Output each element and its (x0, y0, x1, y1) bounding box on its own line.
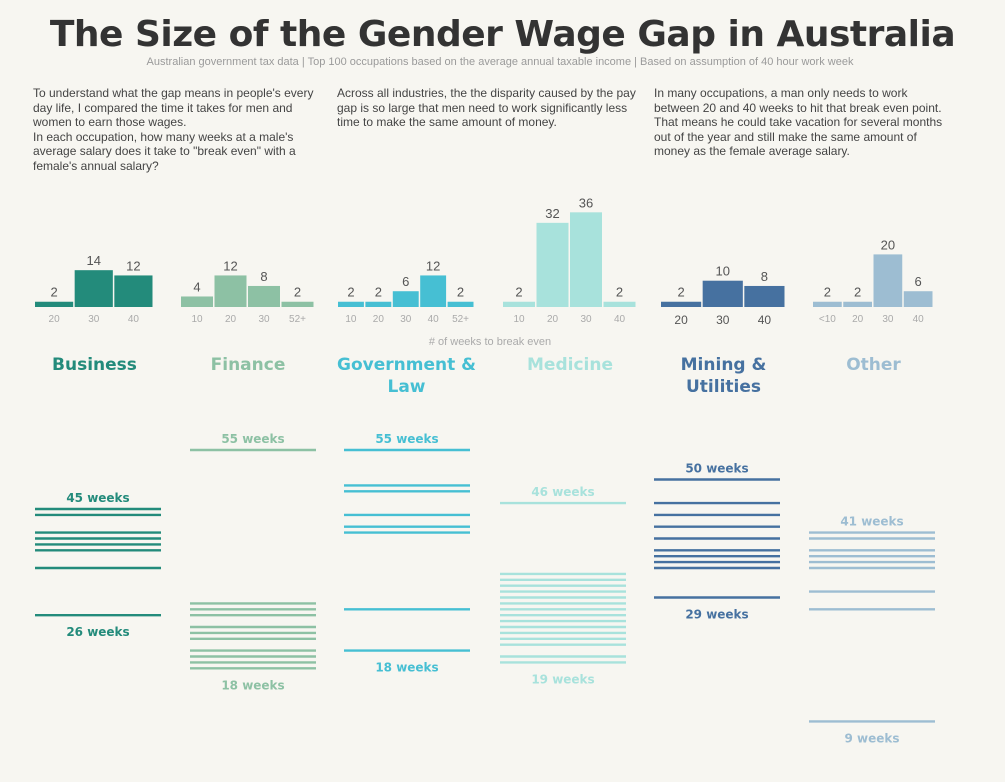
group-label: Government & (337, 355, 476, 375)
bar-value-label: 2 (375, 285, 382, 300)
bar-business-30 (74, 270, 113, 307)
x-tick-label: 30 (580, 314, 592, 325)
bar-mining-and-utilities-40 (744, 285, 785, 307)
x-tick-label: 20 (49, 314, 61, 325)
x-tick-label: 20 (547, 314, 559, 325)
group-label: Other (846, 355, 901, 375)
max-weeks-label: 41 weeks (840, 515, 903, 529)
bar-medicine-30 (570, 212, 602, 307)
bar-finance-30 (248, 285, 280, 307)
bar-value-label: 2 (294, 285, 301, 300)
bar-value-label: 2 (347, 285, 354, 300)
max-weeks-label: 46 weeks (531, 485, 594, 499)
max-weeks-label: 55 weeks (375, 432, 438, 446)
bar-value-label: 36 (579, 195, 593, 210)
bar-mining-and-utilities-30 (702, 280, 743, 307)
bar-other-20 (843, 301, 872, 307)
bar-value-label: 12 (426, 258, 440, 273)
bar-value-label: 12 (223, 258, 237, 273)
x-tick-label: 40 (128, 314, 140, 325)
x-tick-label: 10 (191, 314, 203, 325)
group-label: Medicine (527, 355, 613, 375)
bar-government-and-law-30 (392, 291, 419, 307)
x-tick-label: 20 (225, 314, 237, 325)
x-tick-label: 30 (88, 314, 100, 325)
bar-mining-and-utilities-20 (661, 301, 702, 307)
x-tick-label: 30 (400, 314, 412, 325)
bar-business-40 (114, 275, 153, 307)
bar-finance-20 (214, 275, 247, 307)
min-weeks-label: 26 weeks (66, 625, 129, 639)
group-label: Utilities (686, 377, 761, 397)
bar-value-label: 2 (854, 285, 861, 300)
bar-government-and-law-40 (420, 275, 447, 307)
chart-title: The Size of the Gender Wage Gap in Austr… (49, 14, 956, 55)
bar-value-label: 32 (545, 206, 559, 221)
bar-other-30 (873, 254, 903, 307)
x-tick-label: 20 (373, 314, 385, 325)
min-weeks-label: 19 weeks (531, 672, 594, 686)
bar-value-label: 8 (260, 269, 267, 284)
bar-value-label: 2 (824, 285, 831, 300)
bar-medicine-10 (503, 301, 535, 307)
x-tick-label: 40 (614, 314, 626, 325)
x-tick-label: 30 (258, 314, 270, 325)
min-weeks-label: 18 weeks (375, 661, 438, 675)
x-tick-label: 40 (758, 313, 772, 327)
min-weeks-label: 9 weeks (844, 731, 899, 745)
max-weeks-label: 45 weeks (66, 491, 129, 505)
x-tick-label: 30 (882, 314, 894, 325)
bar-value-label: 2 (457, 285, 464, 300)
group-label: Finance (211, 355, 286, 375)
bar-government-and-law-20 (365, 301, 392, 307)
bar-business-20 (35, 301, 74, 307)
x-tick-label: <10 (819, 314, 836, 325)
group-label: Law (387, 377, 425, 397)
bar-value-label: 12 (126, 258, 140, 273)
bar-government-and-law-10 (338, 301, 364, 307)
x-axis-label: # of weeks to break even (429, 336, 551, 348)
x-tick-label: 52+ (452, 314, 469, 325)
bar-value-label: 8 (761, 269, 768, 284)
bar-value-label: 6 (402, 274, 409, 289)
x-tick-label: 30 (716, 313, 730, 327)
x-tick-label: 40 (428, 314, 440, 325)
bar-value-label: 4 (193, 279, 200, 294)
bar-medicine-40 (603, 301, 636, 307)
max-weeks-label: 55 weeks (221, 432, 284, 446)
x-tick-label: 10 (513, 314, 525, 325)
intro-text-3: In many occupations, a man only needs to… (654, 86, 943, 158)
bar-finance-52 (281, 301, 314, 307)
group-label: Business (52, 355, 137, 375)
bar-finance-10 (181, 296, 213, 307)
chart-subtitle: Australian government tax data | Top 100… (146, 56, 854, 68)
x-tick-label: 20 (674, 313, 688, 327)
x-tick-label: 10 (345, 314, 357, 325)
bar-value-label: 14 (87, 253, 101, 268)
x-tick-label: 52+ (289, 314, 306, 325)
bar-value-label: 2 (50, 285, 57, 300)
bar-value-label: 2 (616, 285, 623, 300)
bar-value-label: 20 (881, 237, 895, 252)
bar-value-label: 10 (716, 264, 730, 279)
bar-other-10 (813, 301, 842, 307)
intro-text-2: Across all industries, the the disparity… (337, 86, 636, 129)
min-weeks-label: 18 weeks (221, 678, 284, 692)
min-weeks-label: 29 weeks (685, 608, 748, 622)
bar-medicine-20 (536, 222, 569, 307)
bar-value-label: 6 (915, 274, 922, 289)
x-tick-label: 20 (852, 314, 864, 325)
max-weeks-label: 50 weeks (685, 462, 748, 476)
bar-value-label: 2 (677, 285, 684, 300)
bar-value-label: 2 (515, 285, 522, 300)
bar-government-and-law-52 (447, 301, 474, 307)
group-label: Mining & (681, 355, 767, 375)
intro-text-1: To understand what the gap means in peop… (33, 86, 314, 173)
bar-other-40 (903, 291, 933, 307)
x-tick-label: 40 (913, 314, 925, 325)
